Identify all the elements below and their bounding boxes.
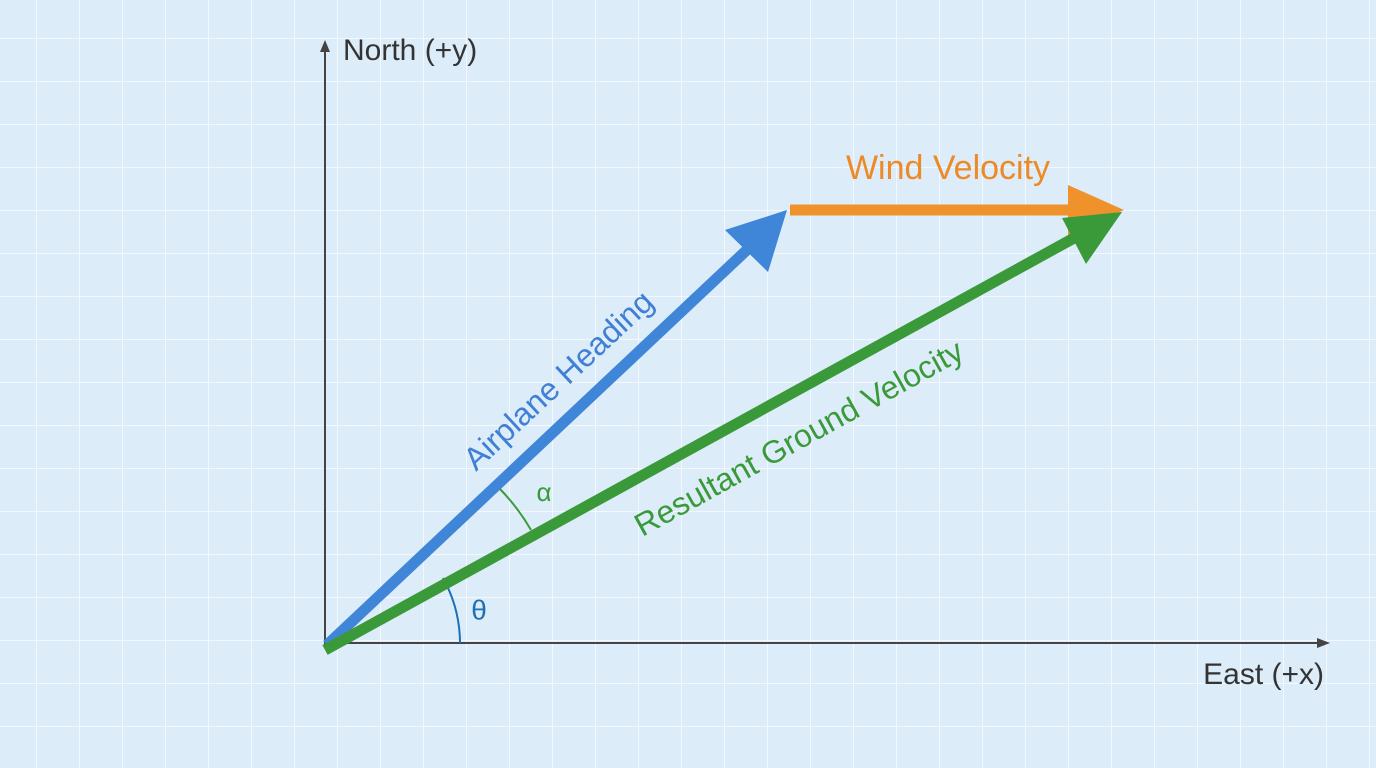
y-axis-arrow: [320, 40, 330, 52]
resultant-arrowhead: [1062, 212, 1122, 264]
heading-arrowhead: [725, 210, 787, 272]
x-axis-arrow: [1317, 638, 1330, 648]
alpha-arc: [499, 488, 532, 531]
x-axis-label: East (+x): [1203, 658, 1324, 691]
resultant-arrow: [322, 227, 1088, 655]
alpha-label: α: [536, 477, 551, 507]
y-axis-label: North (+y): [343, 34, 477, 67]
theta-label: θ: [471, 594, 487, 625]
heading-arrow: [323, 242, 754, 650]
wind-label: Wind Velocity: [846, 149, 1050, 187]
